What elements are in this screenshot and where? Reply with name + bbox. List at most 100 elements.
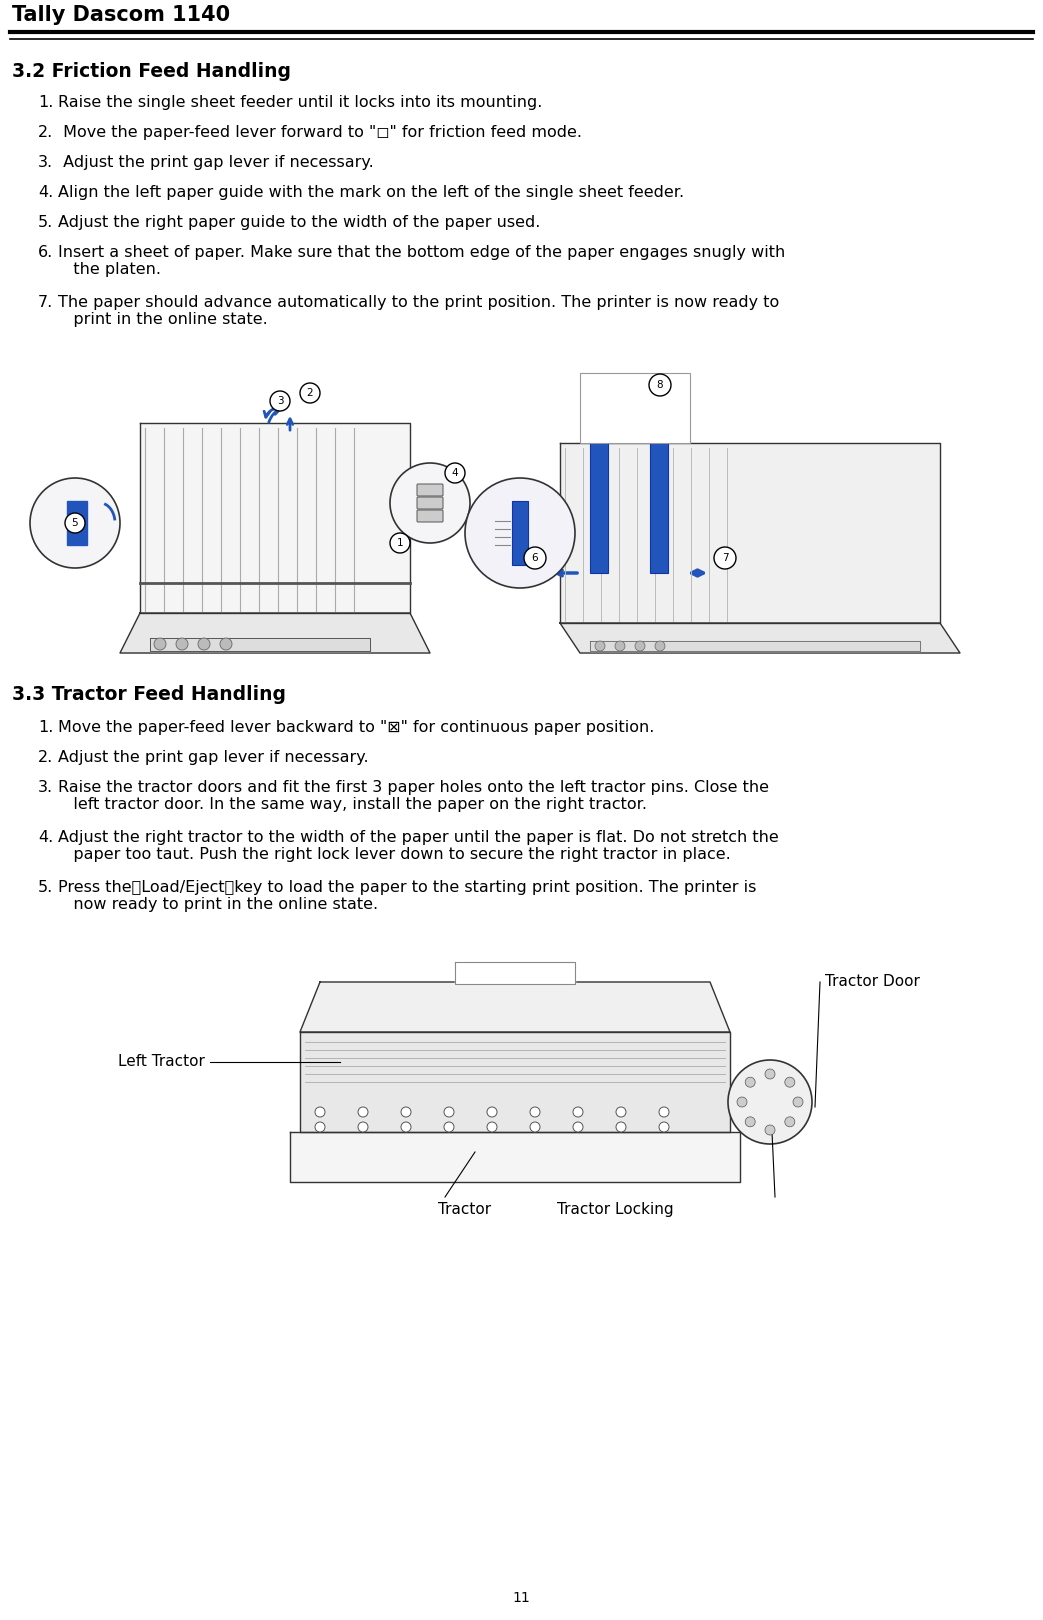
FancyBboxPatch shape [417,484,443,496]
Circle shape [445,463,465,483]
Text: Adjust the print gap lever if necessary.: Adjust the print gap lever if necessary. [58,750,368,765]
Circle shape [765,1124,775,1136]
Circle shape [176,638,188,650]
Text: 7: 7 [722,552,728,564]
Circle shape [573,1123,583,1132]
Circle shape [358,1123,368,1132]
Text: Move the paper-feed lever forward to "◻" for friction feed mode.: Move the paper-feed lever forward to "◻"… [58,125,582,139]
Circle shape [659,1106,669,1118]
Circle shape [737,1097,747,1106]
Text: Raise the single sheet feeder until it locks into its mounting.: Raise the single sheet feeder until it l… [58,96,542,110]
Polygon shape [590,642,920,651]
Text: 2.: 2. [38,750,53,765]
Circle shape [793,1097,803,1106]
Circle shape [616,1106,626,1118]
Text: Tractor Locking: Tractor Locking [557,1202,674,1217]
Circle shape [745,1116,755,1128]
Text: 1.: 1. [38,719,53,735]
Circle shape [573,1106,583,1118]
Polygon shape [150,638,370,651]
Text: 5.: 5. [38,880,53,894]
Circle shape [615,642,625,651]
Circle shape [714,548,736,569]
Text: Press the【Load/Eject】key to load the paper to the starting print position. The p: Press the【Load/Eject】key to load the pap… [58,880,756,912]
Polygon shape [140,423,410,612]
Circle shape [401,1123,411,1132]
Circle shape [315,1106,325,1118]
Circle shape [154,638,166,650]
Circle shape [659,1123,669,1132]
Text: 5: 5 [72,518,78,528]
Polygon shape [560,442,940,624]
Polygon shape [590,442,608,573]
Text: Left Tractor: Left Tractor [118,1055,205,1069]
Circle shape [530,1123,540,1132]
Text: 3.: 3. [38,779,53,795]
Text: 4: 4 [452,468,458,478]
Circle shape [444,1106,454,1118]
Circle shape [465,478,575,588]
Circle shape [728,1059,812,1144]
Text: 5.: 5. [38,215,53,230]
Text: 11: 11 [512,1591,530,1605]
Circle shape [745,1077,755,1087]
Text: Adjust the right tractor to the width of the paper until the paper is flat. Do n: Adjust the right tractor to the width of… [58,829,779,862]
Text: 3.: 3. [38,156,53,170]
Polygon shape [120,612,430,653]
Text: 7.: 7. [38,295,53,309]
Text: Tractor: Tractor [438,1202,491,1217]
Text: Adjust the print gap lever if necessary.: Adjust the print gap lever if necessary. [58,156,373,170]
Text: Adjust the right paper guide to the width of the paper used.: Adjust the right paper guide to the widt… [58,215,540,230]
Text: 2: 2 [307,389,313,399]
Circle shape [635,642,645,651]
Circle shape [401,1106,411,1118]
Circle shape [198,638,210,650]
Text: Tractor Door: Tractor Door [825,975,920,990]
Circle shape [315,1123,325,1132]
Text: 6.: 6. [38,245,53,259]
Text: 1.: 1. [38,96,53,110]
Circle shape [530,1106,540,1118]
Circle shape [655,642,665,651]
Circle shape [220,638,232,650]
Text: 4.: 4. [38,185,53,199]
Polygon shape [560,624,960,653]
Text: 1: 1 [396,538,404,548]
Text: The paper should advance automatically to the print position. The printer is now: The paper should advance automatically t… [58,295,779,327]
Text: Tally Dascom 1140: Tally Dascom 1140 [13,5,231,24]
Text: Raise the tractor doors and fit the first 3 paper holes onto the left tractor pi: Raise the tractor doors and fit the firs… [58,779,769,812]
Circle shape [358,1106,368,1118]
Circle shape [390,463,470,543]
Text: 3.3 Tractor Feed Handling: 3.3 Tractor Feed Handling [13,685,286,705]
Polygon shape [512,501,528,565]
Circle shape [784,1116,795,1128]
Circle shape [30,478,120,569]
Text: Align the left paper guide with the mark on the left of the single sheet feeder.: Align the left paper guide with the mark… [58,185,684,199]
Circle shape [649,374,671,395]
Text: 2.: 2. [38,125,53,139]
Text: 6: 6 [532,552,538,564]
Circle shape [390,533,410,552]
Polygon shape [67,501,87,544]
Circle shape [444,1123,454,1132]
Circle shape [784,1077,795,1087]
Circle shape [300,382,320,403]
Circle shape [524,548,545,569]
Polygon shape [580,373,690,442]
Polygon shape [455,962,575,983]
Polygon shape [650,442,668,573]
FancyBboxPatch shape [417,510,443,522]
Circle shape [487,1106,498,1118]
Text: Move the paper-feed lever backward to "⊠" for continuous paper position.: Move the paper-feed lever backward to "⊠… [58,719,654,735]
Polygon shape [300,982,730,1032]
Circle shape [270,390,290,411]
Polygon shape [290,1132,739,1183]
Circle shape [616,1123,626,1132]
Circle shape [487,1123,498,1132]
Circle shape [65,514,84,533]
Text: 3: 3 [276,395,284,407]
FancyBboxPatch shape [417,497,443,509]
Circle shape [595,642,605,651]
Text: Insert a sheet of paper. Make sure that the bottom edge of the paper engages snu: Insert a sheet of paper. Make sure that … [58,245,785,277]
Polygon shape [300,1032,730,1132]
